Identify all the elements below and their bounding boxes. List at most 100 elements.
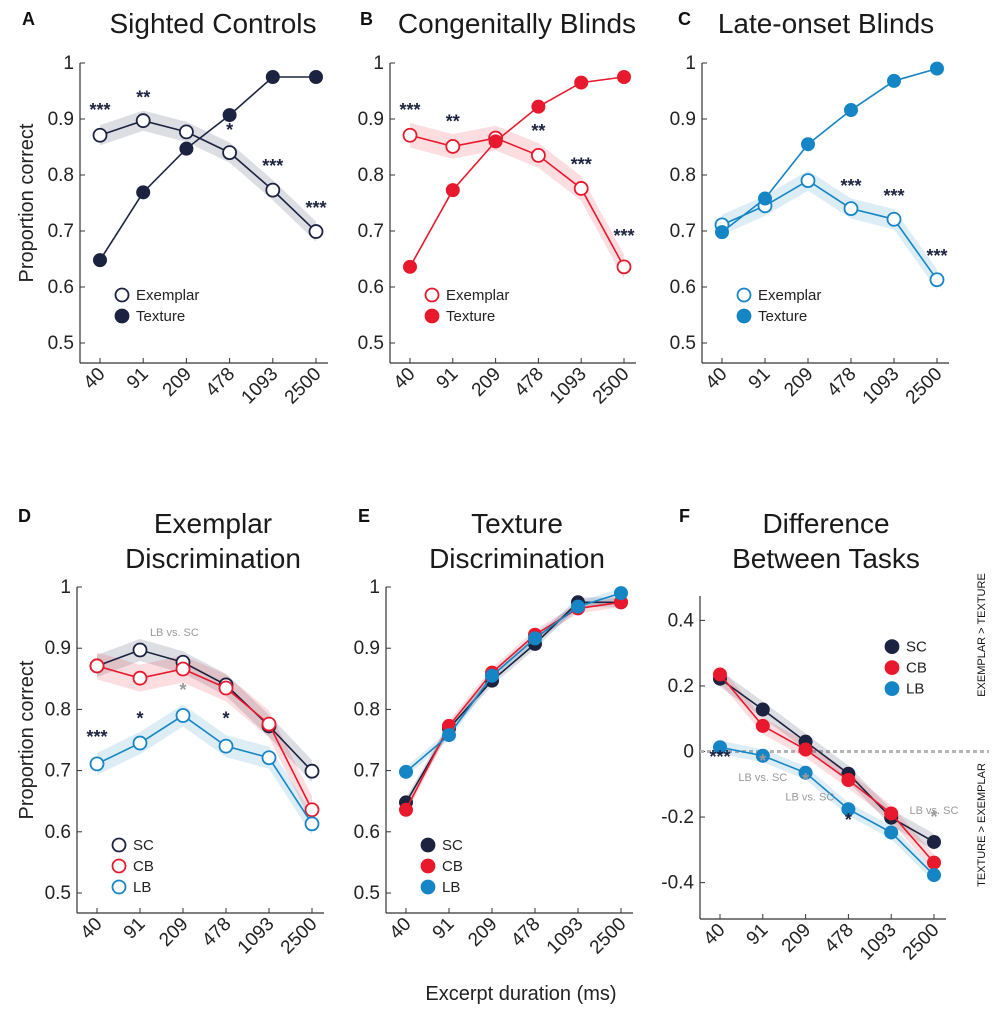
data-point-cb bbox=[755, 718, 770, 733]
legend: Exemplar Texture bbox=[424, 287, 509, 325]
series-line-exemplar bbox=[721, 179, 938, 281]
series-line-texture bbox=[409, 76, 625, 268]
data-point-texture bbox=[93, 253, 107, 268]
legend-label: SC bbox=[442, 837, 463, 854]
y-tick-label: 1 bbox=[60, 577, 71, 598]
y-tick-label: 0.8 bbox=[358, 165, 384, 186]
x-tick-label: 40 bbox=[390, 364, 420, 394]
data-point-texture bbox=[179, 141, 194, 156]
panel-title: Texture bbox=[471, 508, 563, 539]
x-tick-label: 478 bbox=[511, 364, 548, 401]
significance-marker: * bbox=[179, 680, 186, 700]
x-tick-label: 2500 bbox=[281, 364, 326, 409]
data-point-texture bbox=[801, 137, 815, 152]
legend-label: SC bbox=[133, 837, 154, 854]
legend-label: CB bbox=[442, 858, 463, 875]
legend: SC CB LB bbox=[884, 639, 927, 698]
y-tick-label: 0.7 bbox=[358, 221, 384, 242]
side-label-bottom: TEXTURE > EXEMPLAR bbox=[976, 763, 988, 887]
y-tick-label: 0.9 bbox=[354, 638, 380, 659]
x-tick-label: 91 bbox=[433, 364, 463, 394]
ci-band-sc bbox=[97, 639, 312, 783]
global-x-axis-label: Excerpt duration (ms) bbox=[425, 983, 616, 1005]
data-point-texture bbox=[844, 103, 858, 118]
x-tick-label: 40 bbox=[80, 364, 110, 394]
y-tick-label: 0.6 bbox=[48, 277, 74, 298]
side-labels: EXEMPLAR > TEXTURE TEXTURE > EXEMPLAR bbox=[976, 573, 988, 887]
data-point-texture bbox=[136, 185, 151, 200]
legend-marker-sc bbox=[420, 837, 436, 853]
data-point-exemplar bbox=[222, 145, 238, 161]
legend-marker-cb bbox=[111, 858, 127, 874]
data-point-lb bbox=[89, 756, 105, 772]
y-tick-label: 0.6 bbox=[670, 277, 696, 298]
y-tick-label: -0.2 bbox=[661, 807, 694, 828]
x-tick-label: 2500 bbox=[899, 920, 944, 965]
series-line-exemplar bbox=[99, 119, 317, 233]
y-tick-label: 0.8 bbox=[670, 165, 696, 186]
significance-marker: * bbox=[930, 807, 937, 827]
y-tick-label: 0.5 bbox=[354, 883, 380, 904]
y-tick-label: 0.5 bbox=[45, 883, 71, 904]
legend-label: Texture bbox=[446, 308, 495, 325]
data-point-texture bbox=[887, 73, 901, 88]
data-point-texture bbox=[715, 225, 729, 240]
x-tick-label: 209 bbox=[468, 364, 505, 401]
data-point-lb bbox=[218, 738, 234, 754]
significance-marker: * bbox=[802, 770, 809, 790]
x-tick-label: 209 bbox=[155, 914, 192, 951]
x-tick-label: 91 bbox=[120, 914, 150, 944]
data-point-cb bbox=[175, 661, 191, 677]
data-point-texture bbox=[403, 259, 417, 274]
side-label-top: EXEMPLAR > TEXTURE bbox=[976, 573, 988, 697]
ci-band-lb bbox=[97, 704, 312, 835]
legend: Exemplar Texture bbox=[736, 287, 821, 325]
panel-label: D bbox=[18, 506, 31, 526]
data-point-cb bbox=[798, 742, 813, 757]
data-point-texture bbox=[574, 75, 589, 90]
data-point-exemplar bbox=[445, 139, 461, 154]
legend-marker-texture bbox=[114, 308, 130, 324]
x-tick-label: 91 bbox=[429, 914, 459, 944]
data-point-lb bbox=[713, 740, 727, 755]
y-tick-label: 0.6 bbox=[45, 822, 71, 843]
significance-marker: ** bbox=[136, 87, 150, 107]
data-point-lb bbox=[442, 728, 456, 743]
data-point-exemplar bbox=[308, 224, 324, 239]
y-tick-label: -0.4 bbox=[661, 873, 694, 894]
data-point-lb bbox=[485, 668, 499, 683]
significance-marker: ** bbox=[531, 121, 545, 141]
y-tick-label: 1 bbox=[63, 53, 74, 74]
legend-marker-exemplar bbox=[424, 287, 440, 303]
series-line-lb bbox=[405, 592, 622, 773]
legend-marker-sc bbox=[111, 837, 127, 853]
significance-marker: *** bbox=[709, 747, 730, 767]
data-point-cb bbox=[884, 806, 899, 821]
comparison-note: LB vs. SC bbox=[150, 627, 199, 639]
y-tick-label: 0.5 bbox=[358, 333, 384, 354]
x-tick-label: 1093 bbox=[859, 364, 904, 409]
legend-marker-cb bbox=[420, 858, 436, 874]
ci-band-lb bbox=[720, 740, 934, 882]
y-tick-label: 0.8 bbox=[45, 699, 71, 720]
series-line-sc bbox=[405, 601, 621, 803]
x-tick-label: 209 bbox=[780, 364, 817, 401]
legend: SC CB LB bbox=[111, 837, 154, 896]
panel-a: A Sighted Controls 0.5 0.6 0.7 0.8 0.9 1 40 91 209… bbox=[16, 8, 328, 408]
x-tick-label: 1093 bbox=[856, 920, 901, 965]
y-tick-label: 0.9 bbox=[48, 109, 74, 130]
series-line-cb bbox=[719, 673, 935, 864]
y-tick-label: 0.2 bbox=[668, 676, 694, 697]
significance-marker: *** bbox=[399, 100, 420, 120]
data-point-lb bbox=[927, 868, 941, 883]
ci-band-exemplar bbox=[100, 110, 316, 242]
significance-marker: * bbox=[226, 120, 233, 140]
panel-f: F Difference Between Tasks -0.4 -0.2 0 0.2 0.4 4… bbox=[661, 506, 989, 964]
data-point-cb bbox=[304, 802, 320, 818]
comparison-note: LB vs. SC bbox=[910, 805, 959, 817]
data-point-lb bbox=[175, 708, 191, 723]
y-tick-label: 0.9 bbox=[670, 109, 696, 130]
data-point-cb bbox=[261, 716, 277, 732]
x-tick-label: 209 bbox=[464, 914, 501, 951]
x-tick-label: 209 bbox=[778, 920, 815, 957]
